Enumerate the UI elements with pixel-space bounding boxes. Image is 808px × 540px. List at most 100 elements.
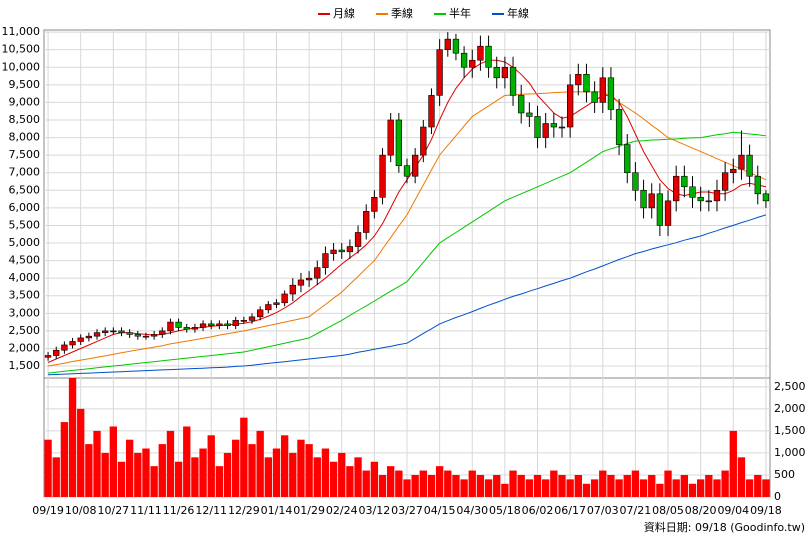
candle-body (142, 335, 150, 338)
volume-bar (729, 430, 737, 497)
volume-bar (631, 470, 640, 497)
volume-bar (656, 483, 664, 497)
candle-body (240, 320, 248, 322)
candle-body (126, 332, 133, 335)
candle-body (330, 249, 337, 254)
volume-bar (607, 474, 615, 497)
volume-bar (672, 479, 680, 497)
x-tick-label: 07/21 (620, 504, 652, 517)
candle-body (550, 123, 557, 128)
candle-body (93, 332, 101, 337)
x-tick-label: 11/11 (130, 504, 162, 517)
candle-body (762, 193, 770, 202)
volume-bar (60, 422, 69, 497)
y-tick-label: 2,500 (9, 324, 41, 337)
candle-body (403, 165, 411, 177)
candle-body (354, 232, 362, 247)
y2-tick-label: 0 (774, 490, 781, 503)
volume-bar (297, 439, 305, 497)
volume-bar (346, 466, 354, 497)
volume-bar (533, 474, 542, 497)
candle-body (436, 49, 443, 96)
volume-bar (134, 452, 142, 497)
candle-body (705, 200, 712, 203)
candle-body (542, 123, 549, 138)
y-tick-label: 5,500 (9, 218, 41, 231)
candle-body (664, 200, 672, 226)
volume-bar (737, 457, 746, 497)
candle-body (379, 154, 386, 198)
volume-bar (338, 452, 346, 497)
candle-body (305, 277, 313, 281)
y-tick-label: 4,000 (9, 271, 41, 284)
candle-body (338, 249, 345, 253)
y-tick-label: 2,000 (9, 341, 41, 354)
volume-bar (68, 378, 77, 497)
candle-body (591, 91, 598, 103)
volume-bar (117, 461, 126, 497)
volume-bar (354, 457, 362, 497)
candle-body (44, 355, 52, 358)
candle-body (444, 38, 451, 50)
volume-bar (664, 470, 672, 497)
volume-bar (199, 448, 207, 497)
candle-body (689, 186, 696, 198)
candle-body (314, 267, 321, 279)
volume-bar (493, 474, 501, 497)
candle-body (297, 279, 305, 286)
footnote: 資料日期: 09/18 (Goodinfo.tw) (644, 520, 805, 534)
volume-bar (582, 483, 591, 497)
ma-line (48, 91, 767, 367)
x-tick-label: 04/30 (456, 504, 488, 517)
candle-body (452, 38, 460, 54)
volume-bar (215, 466, 224, 497)
y-tick-label: 9,000 (9, 95, 41, 108)
volume-bar (615, 479, 623, 497)
volume-bar (240, 417, 248, 497)
volume-bar (166, 430, 175, 497)
y2-tick-label: 1,000 (774, 446, 806, 459)
candle-body (159, 330, 166, 335)
y-tick-label: 6,000 (9, 201, 41, 214)
volume-bar (125, 439, 134, 497)
volume-bar (223, 452, 232, 497)
candle-body (412, 154, 419, 177)
candle-body (69, 341, 76, 346)
volume-bar (370, 461, 379, 497)
volume-bar (484, 479, 493, 497)
y-tick-label: 7,500 (9, 148, 41, 161)
candle-body (485, 45, 492, 68)
candle-body (713, 189, 721, 202)
candle-body (232, 320, 239, 326)
candle-body (102, 330, 109, 333)
volume-bar (280, 435, 289, 497)
candle-body (738, 154, 745, 170)
volume-bar (378, 474, 387, 497)
x-tick-label: 07/03 (587, 504, 619, 517)
volume-bar (313, 457, 321, 497)
x-tick-label: 05/18 (489, 504, 521, 517)
y-tick-label: 11,000 (2, 25, 41, 38)
candle-body (624, 144, 631, 174)
y2-tick-label: 2,500 (774, 380, 806, 393)
volume-bar (713, 479, 721, 497)
volume-bar (705, 474, 713, 497)
x-tick-label: 12/29 (228, 504, 260, 517)
volume-bar (688, 483, 697, 497)
x-tick-label: 09/18 (750, 504, 782, 517)
candle-body (469, 59, 476, 68)
legend-label: 季線 (391, 6, 413, 20)
candle-body (167, 321, 174, 332)
volume-bar (305, 444, 313, 497)
candle-body (599, 77, 606, 103)
candle-body (273, 302, 280, 305)
candle-body (265, 304, 272, 311)
volume-bar (566, 479, 574, 497)
candle-body (526, 112, 533, 117)
x-tick-label: 11/26 (163, 504, 195, 517)
candle-body (566, 84, 574, 128)
volume-bar (468, 470, 476, 497)
volume-bar (256, 430, 264, 497)
candle-body (175, 321, 182, 328)
candle-body (558, 126, 566, 129)
